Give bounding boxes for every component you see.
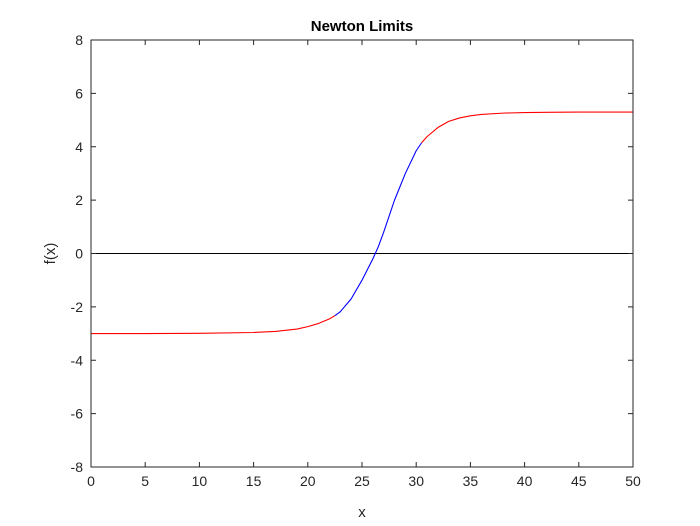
y-tick-label: 4 <box>75 139 83 155</box>
x-axis-label: x <box>358 504 366 521</box>
x-tick-label: 25 <box>354 473 370 489</box>
series-lines <box>91 111 633 335</box>
y-tick-label: 2 <box>75 192 83 208</box>
series-line-1 <box>91 315 336 335</box>
x-tick-label: 10 <box>192 473 208 489</box>
y-tick-label: 0 <box>75 246 83 262</box>
series-line-3 <box>421 111 633 144</box>
x-tick-label: 20 <box>300 473 316 489</box>
x-tick-label: 40 <box>517 473 533 489</box>
x-tick-label: 30 <box>408 473 424 489</box>
y-tick-label: -8 <box>71 459 84 475</box>
y-tick-label: 6 <box>75 85 83 101</box>
tick-labels: 0 5 10 15 20 25 30 35 40 45 50 -8 -6 -4 -2 0 2 4 6 8 <box>71 32 641 489</box>
y-tick-label: 8 <box>75 32 83 48</box>
chart-title: Newton Limits <box>311 18 414 35</box>
x-tick-label: 0 <box>87 473 95 489</box>
series-line-2 <box>334 142 423 317</box>
x-tick-label: 15 <box>246 473 262 489</box>
x-tick-label: 45 <box>571 473 587 489</box>
y-tick-label: -6 <box>71 406 84 422</box>
y-tick-label: -2 <box>71 299 84 315</box>
x-tick-label: 5 <box>141 473 149 489</box>
axes-box <box>90 39 634 468</box>
y-tick-label: -4 <box>71 352 84 368</box>
x-tick-label: 35 <box>463 473 479 489</box>
x-tick-label: 50 <box>625 473 641 489</box>
y-axis-label: f(x) <box>42 243 59 265</box>
